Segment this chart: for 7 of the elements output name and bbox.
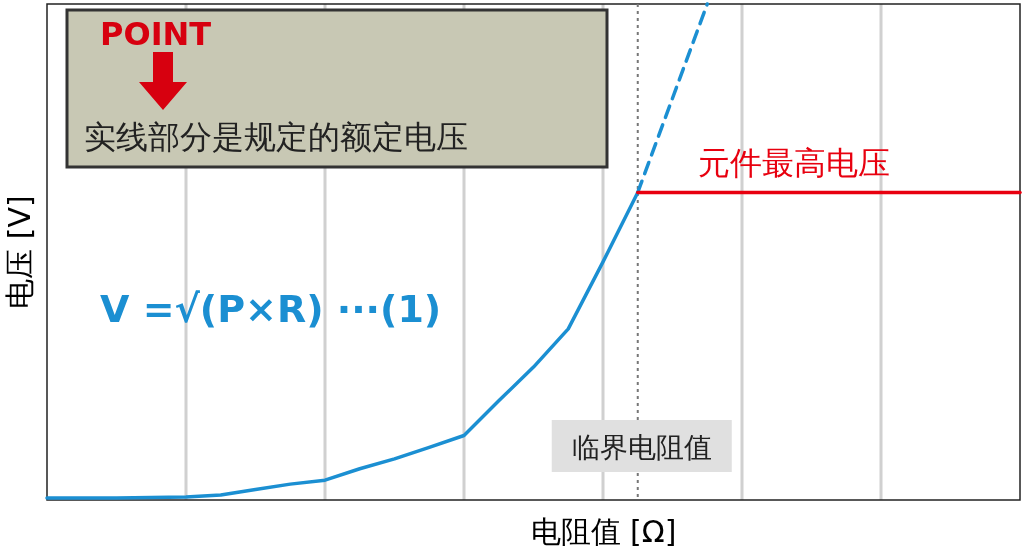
x-axis-title: 电阻值 [Ω]	[530, 514, 677, 549]
series-label: 元件最高电压	[697, 144, 890, 183]
y-axis-title: 电压 [V]	[2, 195, 37, 309]
annotation: POINT	[100, 15, 212, 53]
annotation: V =√(P×R) ···(1)	[100, 287, 442, 331]
annotation: 临界电阻值	[571, 431, 712, 464]
annotation: 实线部分是规定的额定电压	[84, 118, 468, 156]
